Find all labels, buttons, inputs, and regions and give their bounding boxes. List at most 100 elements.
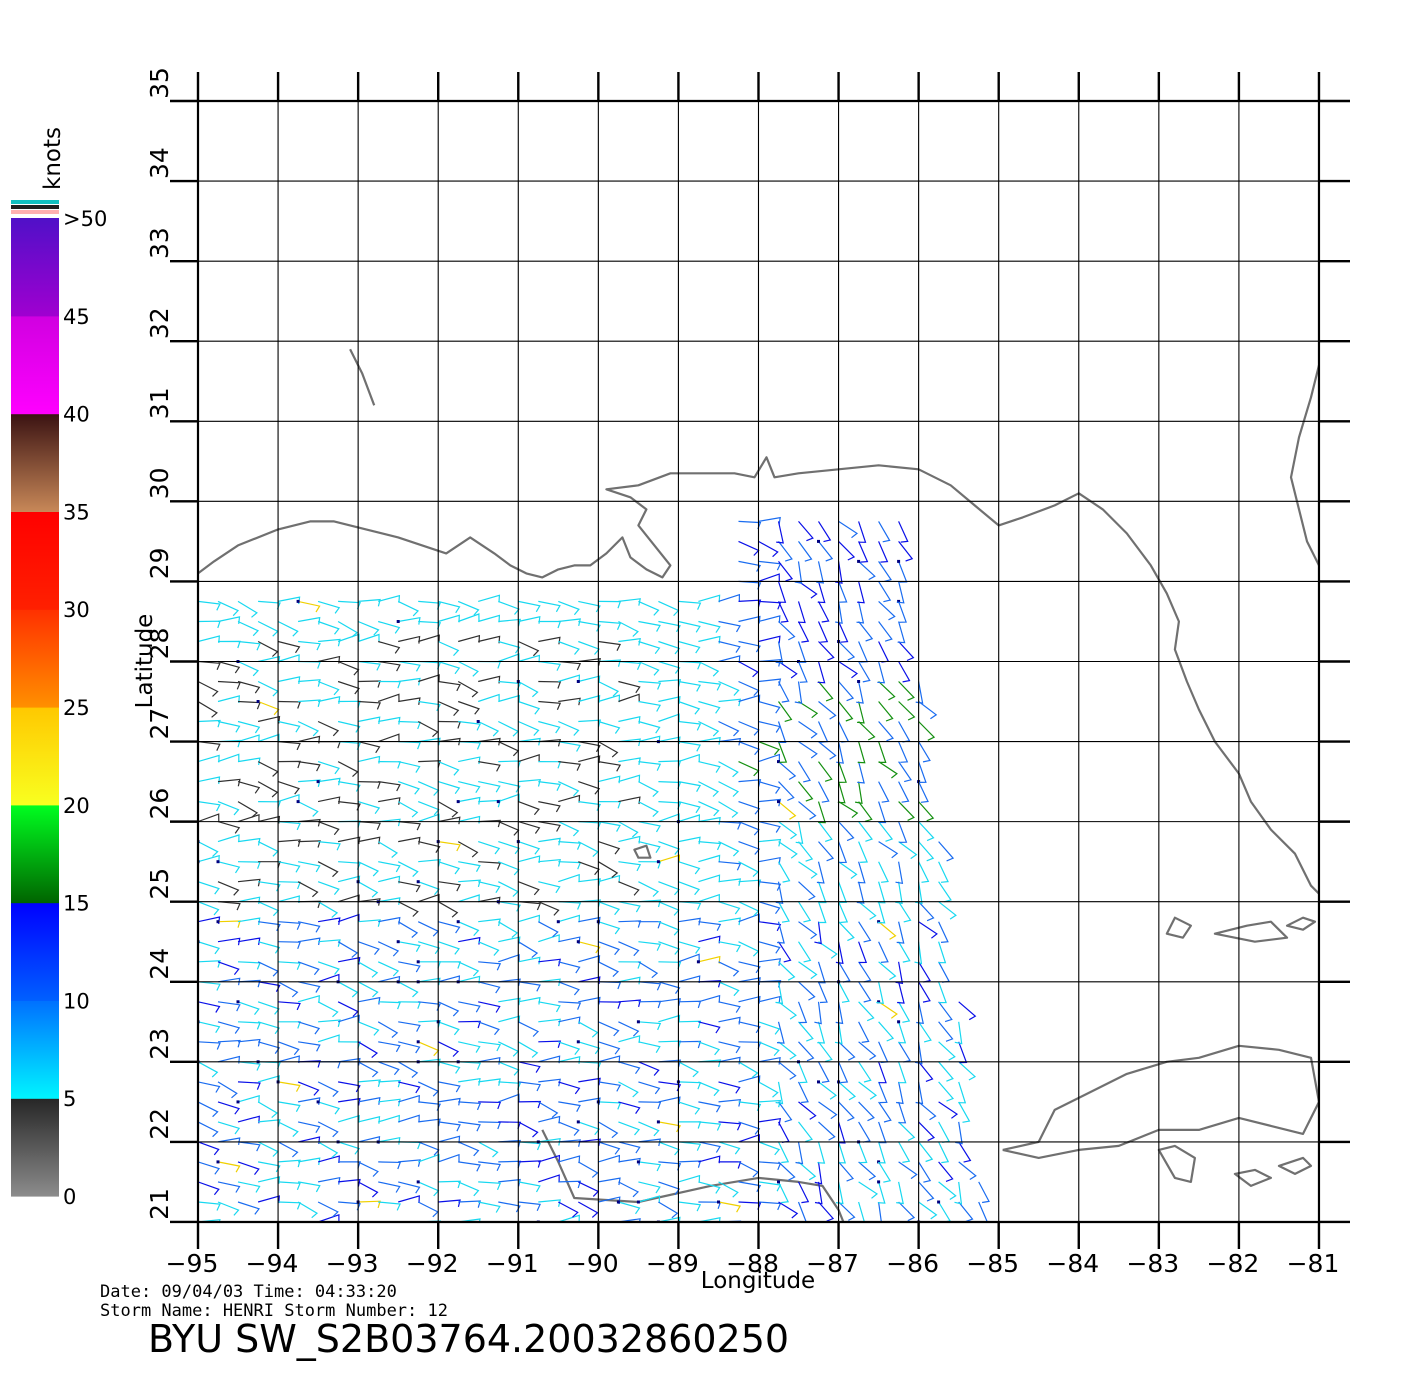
wind-barb bbox=[814, 1181, 823, 1205]
wind-barb bbox=[818, 741, 837, 760]
wind-barb bbox=[638, 841, 661, 854]
wind-barb bbox=[578, 1077, 601, 1086]
wind-barb bbox=[678, 901, 702, 911]
wind-barb bbox=[918, 1061, 934, 1082]
rain-flag bbox=[396, 940, 400, 944]
wind-barb bbox=[658, 1141, 680, 1156]
wind-barb bbox=[237, 680, 261, 694]
wind-barb bbox=[517, 1041, 539, 1058]
wind-barb bbox=[237, 1038, 261, 1047]
wind-barb bbox=[277, 654, 300, 663]
wind-barb bbox=[838, 701, 854, 722]
wind-barb bbox=[738, 801, 761, 815]
wind-barb bbox=[856, 601, 865, 624]
wind-barb bbox=[198, 635, 220, 643]
wind-barb bbox=[658, 1059, 682, 1068]
wind-barb bbox=[638, 881, 660, 897]
wind-barb bbox=[217, 1055, 241, 1064]
wind-barb bbox=[538, 1174, 560, 1183]
wind-barb bbox=[478, 841, 501, 855]
wind-barb bbox=[658, 854, 681, 863]
wind-barb bbox=[777, 581, 787, 603]
wind-vector-layer bbox=[198, 516, 990, 1222]
wind-barb bbox=[198, 754, 220, 763]
colorbar-tick-label: 40 bbox=[63, 403, 90, 427]
wind-barb bbox=[818, 941, 838, 959]
wind-barb bbox=[738, 1121, 761, 1135]
wind-barb bbox=[398, 1081, 421, 1094]
wind-barb bbox=[538, 680, 562, 689]
wind-barb bbox=[778, 1161, 796, 1181]
rain-flag bbox=[416, 880, 420, 884]
wind-barb bbox=[797, 601, 806, 624]
wind-barb bbox=[498, 1093, 520, 1103]
wind-barb bbox=[538, 720, 561, 734]
x-axis-title: Longitude bbox=[701, 1268, 815, 1294]
wind-barb bbox=[598, 961, 620, 978]
wind-barb bbox=[838, 1141, 847, 1164]
wind-barb bbox=[837, 1121, 846, 1144]
wind-barb bbox=[898, 1101, 907, 1124]
wind-barb bbox=[458, 1077, 481, 1086]
wind-barb bbox=[498, 841, 521, 855]
wind-barb bbox=[418, 977, 441, 986]
wind-barb bbox=[317, 1081, 339, 1098]
wind-barb bbox=[558, 640, 580, 655]
wind-barb bbox=[896, 921, 905, 944]
wind-barb bbox=[317, 1001, 339, 1018]
wind-barb bbox=[538, 1018, 561, 1027]
wind-barb bbox=[878, 521, 891, 543]
wind-barb bbox=[237, 620, 260, 637]
wind-barb bbox=[858, 721, 876, 741]
wind-barb bbox=[678, 640, 701, 654]
wind-barb bbox=[278, 1101, 301, 1112]
wind-barb bbox=[658, 1181, 681, 1196]
wind-barb bbox=[298, 699, 321, 707]
wind-barb bbox=[598, 1221, 600, 1222]
wind-barb bbox=[198, 1081, 221, 1093]
wind-barb bbox=[678, 781, 702, 792]
wind-barb bbox=[758, 921, 782, 932]
wind-barb bbox=[856, 701, 865, 724]
wind-barb bbox=[198, 941, 220, 955]
wind-barb bbox=[578, 719, 602, 728]
wind-barb bbox=[798, 1021, 814, 1042]
wind-barb bbox=[357, 1097, 381, 1105]
wind-barb bbox=[758, 781, 781, 794]
wind-barb bbox=[398, 941, 421, 952]
longitude-label: −87 bbox=[806, 1249, 859, 1278]
wind-barb bbox=[638, 660, 660, 676]
wind-barb bbox=[918, 1161, 932, 1183]
wind-barb bbox=[598, 1154, 621, 1163]
wind-barb bbox=[438, 1081, 461, 1093]
wind-barb bbox=[317, 881, 340, 895]
wind-barb bbox=[217, 861, 241, 874]
wind-barb bbox=[498, 600, 520, 615]
wind-barb bbox=[578, 954, 601, 963]
wind-barb bbox=[758, 821, 781, 833]
colorbar-segment bbox=[11, 1000, 59, 1099]
wind-barb bbox=[397, 1061, 419, 1078]
wind-barb bbox=[518, 901, 542, 911]
yucatan-coastline bbox=[541, 1129, 845, 1222]
wind-barb bbox=[698, 700, 721, 714]
wind-barb bbox=[217, 821, 241, 834]
wind-barb bbox=[317, 620, 340, 635]
rain-flag bbox=[656, 1120, 660, 1124]
wind-barb bbox=[578, 694, 601, 703]
rain-flag bbox=[937, 1200, 941, 1204]
wind-barb bbox=[217, 1001, 241, 1012]
wind-barb bbox=[698, 893, 720, 903]
wind-barb bbox=[638, 961, 659, 979]
wind-barb bbox=[558, 914, 581, 923]
wind-barb bbox=[317, 961, 340, 975]
wind-barb bbox=[378, 620, 401, 634]
wind-barb bbox=[257, 640, 279, 657]
wind-barb bbox=[277, 981, 299, 998]
wind-barb bbox=[478, 693, 500, 703]
wind-barb bbox=[818, 761, 833, 782]
wind-barb bbox=[357, 1041, 379, 1059]
wind-barb bbox=[878, 1161, 892, 1183]
wind-barb bbox=[878, 861, 889, 883]
wind-barb bbox=[458, 1161, 481, 1172]
